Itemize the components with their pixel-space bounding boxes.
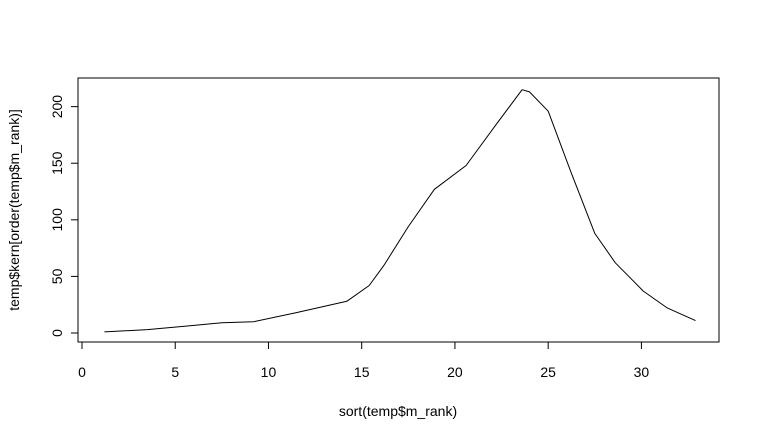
x-tick-label: 5: [171, 364, 179, 380]
plot-frame: [77, 77, 720, 343]
x-tick-label: 0: [78, 364, 86, 380]
y-tick-label: 100: [49, 208, 65, 232]
x-tick-label: 25: [540, 364, 556, 380]
y-axis-label: temp$kern[order(temp$m_rank)]: [6, 109, 22, 311]
y-tick-label: 200: [49, 95, 65, 119]
x-tick-label: 20: [447, 364, 463, 380]
y-tick-label: 150: [49, 151, 65, 175]
x-axis-label: sort(temp$m_rank): [339, 403, 457, 419]
y-tick-label: 0: [49, 329, 65, 337]
x-axis: 0 5 10 15 20 25 30: [78, 341, 650, 380]
x-tick-label: 30: [634, 364, 650, 380]
x-tick-label: 15: [354, 364, 370, 380]
series-line: [104, 89, 696, 333]
series-layer: [104, 89, 696, 333]
y-tick-label: 50: [49, 268, 65, 284]
y-axis: 0 50 100 150 200: [49, 95, 79, 337]
x-tick-label: 10: [261, 364, 277, 380]
